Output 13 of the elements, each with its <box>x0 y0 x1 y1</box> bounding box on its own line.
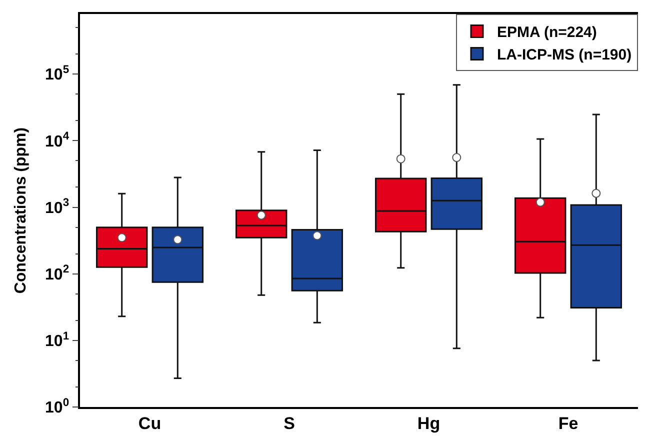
x-tick-label: Cu <box>138 414 162 434</box>
y-tick-label: 10$^{3}$ <box>45 197 70 217</box>
y-tick-label: 10$^{2}$ <box>45 264 70 284</box>
y-tick-label: 10$^{5}$ <box>45 64 70 84</box>
x-tick-label: S <box>284 414 295 434</box>
x-tick-label: Fe <box>558 414 578 434</box>
legend-label: LA-ICP-MS (n=190) <box>497 46 632 64</box>
x-tick-label: Hg <box>417 414 440 434</box>
y-tick-label: 10$^{1}$ <box>45 330 70 350</box>
y-tick-label: 10$^{0}$ <box>45 396 70 417</box>
y-tick-label: 10$^{4}$ <box>45 130 70 150</box>
y-axis-title: Concentrations (ppm) <box>12 127 30 294</box>
legend-label: EPMA (n=224) <box>497 24 597 42</box>
